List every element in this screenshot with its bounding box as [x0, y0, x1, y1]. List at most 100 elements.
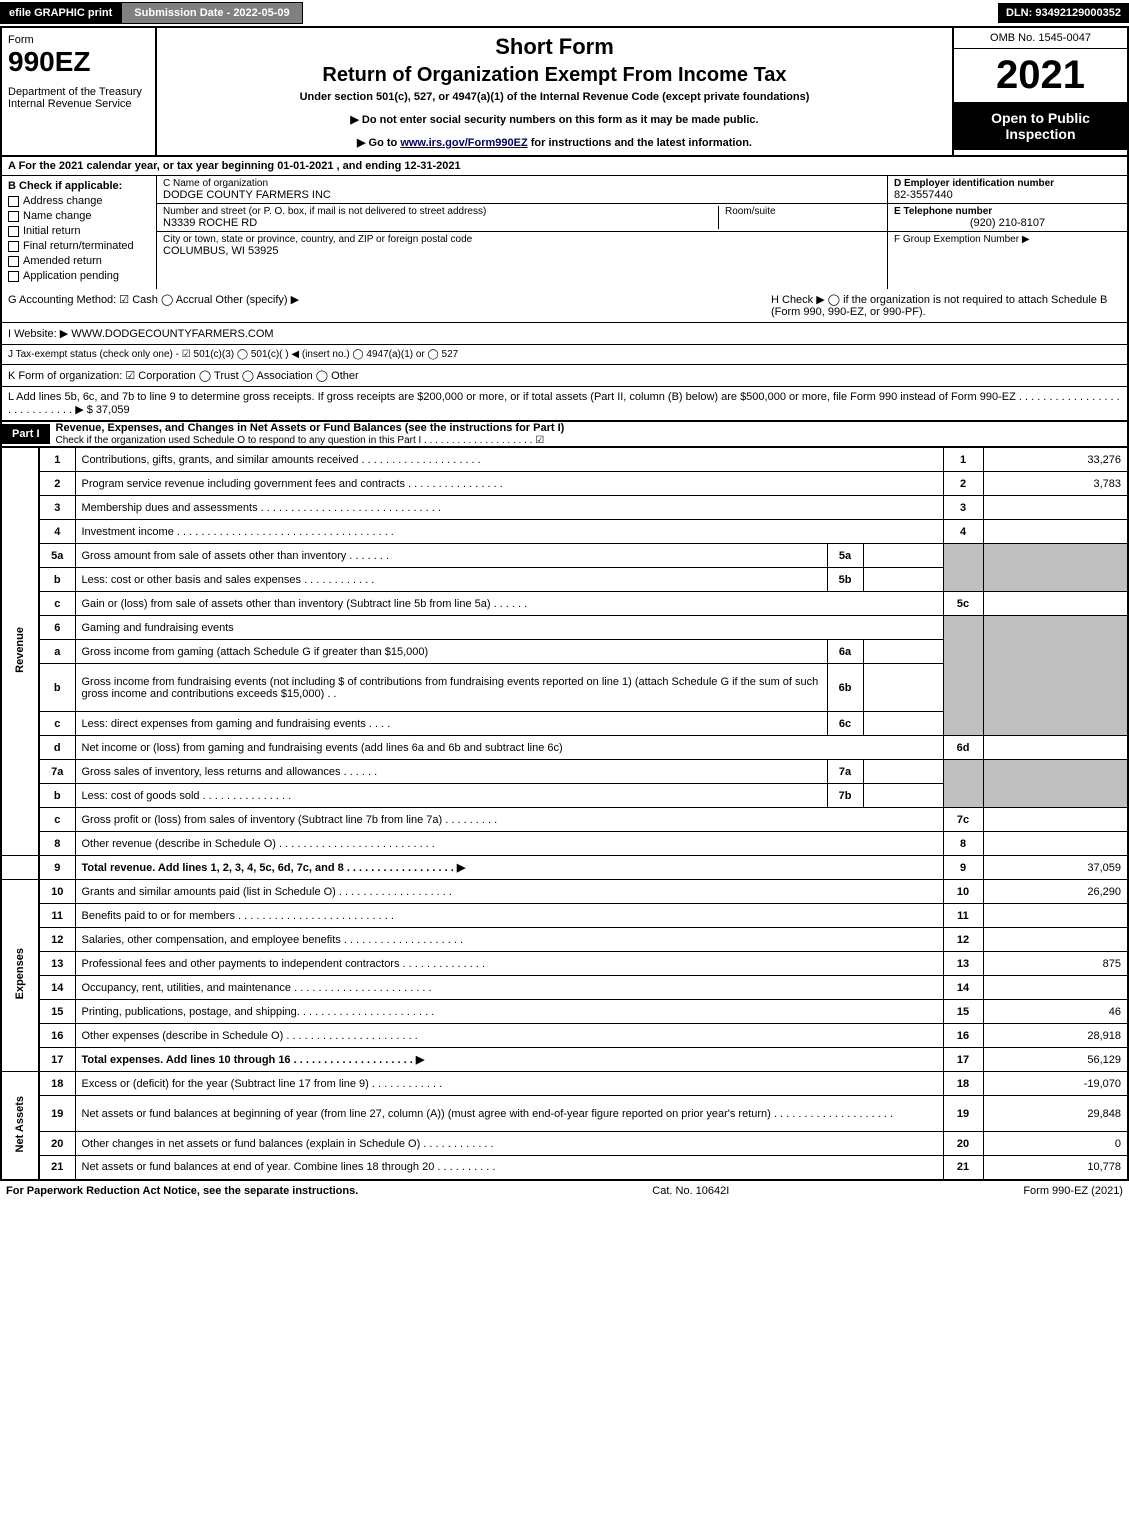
line-15-desc: Printing, publications, postage, and shi…	[75, 1000, 943, 1024]
line-5c-rnum: 5c	[943, 592, 983, 616]
amended-return-checkbox[interactable]	[8, 256, 19, 267]
irs-link[interactable]: www.irs.gov/Form990EZ	[400, 137, 527, 149]
line-3-desc: Membership dues and assessments . . . . …	[75, 496, 943, 520]
line-5a-num: 5a	[39, 544, 75, 568]
submission-date: Submission Date - 2022-05-09	[121, 2, 302, 24]
line-16-desc: Other expenses (describe in Schedule O) …	[75, 1024, 943, 1048]
section-a-tax-year: A For the 2021 calendar year, or tax yea…	[0, 157, 1129, 176]
line-13-rnum: 13	[943, 952, 983, 976]
line-6c-desc: Less: direct expenses from gaming and fu…	[75, 712, 827, 736]
line-5c-num: c	[39, 592, 75, 616]
line-19-value: 29,848	[983, 1096, 1128, 1132]
line-6b-sval	[863, 664, 943, 712]
line-2-value: 3,783	[983, 472, 1128, 496]
line-14-desc: Occupancy, rent, utilities, and maintena…	[75, 976, 943, 1000]
line-20-value: 0	[983, 1132, 1128, 1156]
footer-form-ref: Form 990-EZ (2021)	[1023, 1185, 1123, 1197]
line-7b-num: b	[39, 784, 75, 808]
name-change-checkbox[interactable]	[8, 211, 19, 222]
line-11-num: 11	[39, 904, 75, 928]
section-b-label: B Check if applicable:	[8, 180, 150, 192]
line-6d-num: d	[39, 736, 75, 760]
line-15-value: 46	[983, 1000, 1128, 1024]
line-15-num: 15	[39, 1000, 75, 1024]
tax-year: 2021	[954, 49, 1127, 102]
return-title: Return of Organization Exempt From Incom…	[163, 64, 946, 87]
line-7a-desc: Gross sales of inventory, less returns a…	[75, 760, 827, 784]
org-name-label: C Name of organization	[163, 178, 331, 189]
line-13-num: 13	[39, 952, 75, 976]
final-return-label: Final return/terminated	[23, 240, 134, 252]
final-return-checkbox[interactable]	[8, 241, 19, 252]
line-18-desc: Excess or (deficit) for the year (Subtra…	[75, 1072, 943, 1096]
line-6a-snum: 6a	[827, 640, 863, 664]
row-k-org-form: K Form of organization: ☑ Corporation ◯ …	[0, 365, 1129, 387]
row-i-website: I Website: ▶ WWW.DODGECOUNTYFARMERS.COM	[0, 323, 1129, 345]
line-17-rnum: 17	[943, 1048, 983, 1072]
header-bar: efile GRAPHIC print Submission Date - 20…	[0, 0, 1129, 26]
line-20-desc: Other changes in net assets or fund bala…	[75, 1132, 943, 1156]
revenue-side-label: Revenue	[1, 448, 39, 856]
line-9-rnum: 9	[943, 856, 983, 880]
line-17-num: 17	[39, 1048, 75, 1072]
line-8-desc: Other revenue (describe in Schedule O) .…	[75, 832, 943, 856]
line-9-value: 37,059	[983, 856, 1128, 880]
initial-return-label: Initial return	[23, 225, 80, 237]
line-14-value	[983, 976, 1128, 1000]
phone-label: E Telephone number	[894, 206, 1121, 217]
part-i-table: Revenue 1 Contributions, gifts, grants, …	[0, 447, 1129, 1181]
line-12-num: 12	[39, 928, 75, 952]
line-6-num: 6	[39, 616, 75, 640]
ssn-warning: ▶ Do not enter social security numbers o…	[163, 113, 946, 126]
line-6-desc: Gaming and fundraising events	[75, 616, 943, 640]
line-17-desc: Total expenses. Add lines 10 through 16 …	[75, 1048, 943, 1072]
phone-value: (920) 210-8107	[894, 217, 1121, 229]
line-18-num: 18	[39, 1072, 75, 1096]
line-6b-desc: Gross income from fundraising events (no…	[75, 664, 827, 712]
line-5ab-grey-val	[983, 544, 1128, 592]
line-12-value	[983, 928, 1128, 952]
section-d-identifiers: D Employer identification number 82-3557…	[887, 176, 1127, 289]
application-pending-checkbox[interactable]	[8, 271, 19, 282]
accounting-method: G Accounting Method: ☑ Cash ◯ Accrual Ot…	[8, 293, 761, 318]
street-label: Number and street (or P. O. box, if mail…	[163, 206, 718, 217]
department-label: Department of the Treasury Internal Reve…	[8, 86, 149, 110]
initial-return-checkbox[interactable]	[8, 226, 19, 237]
line-11-rnum: 11	[943, 904, 983, 928]
line-7c-desc: Gross profit or (loss) from sales of inv…	[75, 808, 943, 832]
form-code: 990EZ	[8, 46, 149, 78]
efile-print-button[interactable]: efile GRAPHIC print	[0, 2, 121, 24]
line-1-value: 33,276	[983, 448, 1128, 472]
line-4-num: 4	[39, 520, 75, 544]
line-1-desc: Contributions, gifts, grants, and simila…	[75, 448, 943, 472]
line-12-rnum: 12	[943, 928, 983, 952]
line-10-num: 10	[39, 880, 75, 904]
line-14-rnum: 14	[943, 976, 983, 1000]
line-18-value: -19,070	[983, 1072, 1128, 1096]
line-15-rnum: 15	[943, 1000, 983, 1024]
line-19-rnum: 19	[943, 1096, 983, 1132]
line-7a-num: 7a	[39, 760, 75, 784]
line-6-grey-val	[983, 616, 1128, 736]
ein-label: D Employer identification number	[894, 178, 1121, 189]
footer-catalog: Cat. No. 10642I	[652, 1185, 729, 1197]
netassets-side-label: Net Assets	[1, 1072, 39, 1180]
short-form-heading: Short Form	[163, 34, 946, 60]
line-16-num: 16	[39, 1024, 75, 1048]
line-6a-sval	[863, 640, 943, 664]
line-8-num: 8	[39, 832, 75, 856]
address-change-checkbox[interactable]	[8, 196, 19, 207]
line-14-num: 14	[39, 976, 75, 1000]
line-11-value	[983, 904, 1128, 928]
goto-prefix: ▶ Go to	[357, 137, 400, 149]
line-10-rnum: 10	[943, 880, 983, 904]
line-6a-num: a	[39, 640, 75, 664]
room-label: Room/suite	[725, 206, 881, 217]
city-value: COLUMBUS, WI 53925	[163, 245, 472, 257]
ein-value: 82-3557440	[894, 189, 1121, 201]
under-section-text: Under section 501(c), 527, or 4947(a)(1)…	[163, 91, 946, 103]
row-gh: G Accounting Method: ☑ Cash ◯ Accrual Ot…	[0, 289, 1129, 323]
line-7b-snum: 7b	[827, 784, 863, 808]
line-12-desc: Salaries, other compensation, and employ…	[75, 928, 943, 952]
line-7c-value	[983, 808, 1128, 832]
